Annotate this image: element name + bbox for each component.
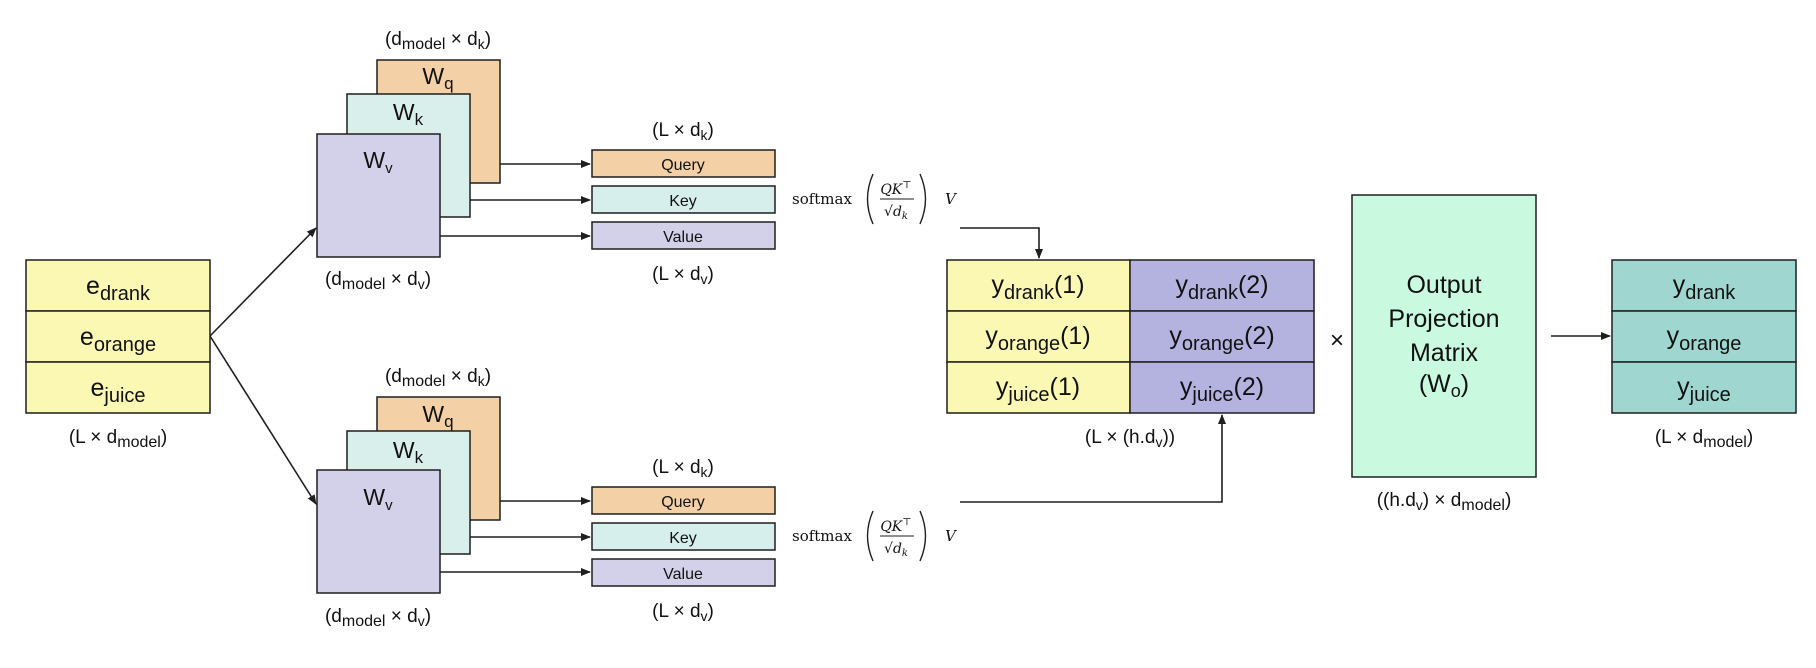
projection-dimension: ((h.dv) × dmodel) (1377, 490, 1512, 514)
projection-line-2: Projection (1388, 305, 1499, 333)
concat-label-juice-2: yjuice(2) (1180, 373, 1264, 406)
head2-value-label: Value (663, 566, 703, 583)
head2-key-box (591, 522, 776, 551)
head1-formula-prefix: softmax (792, 190, 852, 208)
head1-wq-dimension: (dmodel × dk) (385, 29, 491, 53)
output-embeddings: ydrank yorange yjuice (L × dmodel) (1611, 259, 1797, 451)
head1-wv-matrix (316, 133, 441, 258)
arrow-head1-to-concat (960, 227, 1043, 259)
head2-key-label: Key (669, 530, 697, 547)
input-dimension: (L × dmodel) (69, 427, 167, 451)
head2-formula-paren-right (919, 510, 927, 562)
output-dimension: (L × dmodel) (1655, 427, 1753, 451)
projection-line-1: Output (1406, 271, 1481, 299)
output-row-drank (1611, 259, 1797, 312)
head1-value-box (591, 221, 776, 250)
head-2: (dmodel × dk) Wq Wk Wv (dmodel × dv) (L … (316, 366, 958, 630)
concat-drank-head1 (946, 259, 1131, 312)
output-projection-matrix: Output Projection Matrix (Wo) ((h.dv) × … (1351, 194, 1537, 514)
input-label-orange: eorange (80, 323, 156, 356)
output-label-juice: yjuice (1677, 373, 1731, 406)
head1-v-dimension: (L × dv) (652, 264, 714, 287)
head1-formula-denominator: √dk (884, 204, 908, 222)
output-row-orange (1611, 310, 1797, 363)
concat-label-drank-1: ydrank(1) (991, 271, 1084, 304)
input-label-juice: ejuice (90, 374, 145, 407)
input-row-drank (25, 259, 211, 312)
arrow-input-to-head1 (209, 227, 317, 337)
input-label-drank: edrank (86, 272, 151, 305)
concat-label-orange-2: yorange(2) (1169, 322, 1274, 355)
head1-formula-suffix: V (945, 190, 958, 208)
projection-wo-label: (Wo) (1419, 370, 1469, 401)
head2-query-label: Query (661, 494, 705, 511)
head2-wv-dimension: (dmodel × dv) (325, 606, 431, 630)
head1-attention-formula: softmax QK⊤ √dk V (792, 173, 958, 225)
input-row-juice (25, 361, 211, 414)
head1-key-box (591, 185, 776, 214)
head1-query-box (591, 149, 776, 178)
concat-label-juice-1: yjuice(1) (996, 373, 1080, 406)
head1-formula-numerator: QK⊤ (880, 180, 911, 198)
projection-line-3: Matrix (1410, 339, 1479, 367)
head2-wq-dimension: (dmodel × dk) (385, 366, 491, 390)
output-row-juice (1611, 361, 1797, 414)
arrow-head2-to-concat (960, 414, 1226, 503)
head1-query-label: Query (661, 157, 705, 174)
head2-formula-denominator: √dk (884, 541, 908, 559)
head2-wv-matrix (316, 469, 441, 594)
head2-query-box (591, 486, 776, 515)
concat-dimension: (L × (h.dv)) (1085, 427, 1175, 450)
head2-wk-label: Wk (393, 437, 424, 467)
head2-formula-paren-left (866, 510, 874, 562)
head1-wk-label: Wk (393, 99, 424, 129)
head1-key-label: Key (669, 193, 697, 210)
concatenated-heads: ydrank(1) ydrank(2) yorange(1) yorange(2… (946, 259, 1315, 450)
concat-orange-head2 (1129, 310, 1315, 363)
multiply-sign: × (1330, 327, 1344, 354)
head1-wv-dimension: (dmodel × dv) (325, 269, 431, 293)
output-label-orange: yorange (1667, 322, 1742, 355)
head2-qk-dimension: (L × dk) (652, 457, 714, 480)
head2-formula-prefix: softmax (792, 527, 852, 545)
concat-juice-head2 (1129, 361, 1315, 414)
head2-value-box (591, 558, 776, 587)
head1-qk-dimension: (L × dk) (652, 120, 714, 143)
input-embeddings: edrank eorange ejuice (L × dmodel) (25, 259, 211, 451)
head1-wv-label: Wv (363, 147, 393, 177)
head1-value-label: Value (663, 229, 703, 246)
input-row-orange (25, 310, 211, 363)
head2-v-dimension: (L × dv) (652, 601, 714, 624)
head2-attention-formula: softmax QK⊤ √dk V (792, 510, 958, 562)
output-label-drank: ydrank (1673, 271, 1737, 304)
concat-juice-head1 (946, 361, 1131, 414)
head2-wv-label: Wv (363, 484, 393, 514)
concat-label-orange-1: yorange(1) (985, 322, 1090, 355)
head1-wq-label: Wq (422, 63, 453, 93)
head2-wq-label: Wq (422, 401, 453, 431)
projection-box (1351, 194, 1537, 478)
head2-formula-numerator: QK⊤ (880, 517, 911, 535)
head2-formula-suffix: V (945, 527, 958, 545)
head-1: (dmodel × dk) Wq Wk Wv (dmodel × dv) (L … (316, 29, 958, 293)
head1-formula-paren-left (866, 173, 874, 225)
arrow-input-to-head2 (209, 335, 317, 505)
head1-formula-paren-right (919, 173, 927, 225)
concat-label-drank-2: ydrank(2) (1175, 271, 1268, 304)
